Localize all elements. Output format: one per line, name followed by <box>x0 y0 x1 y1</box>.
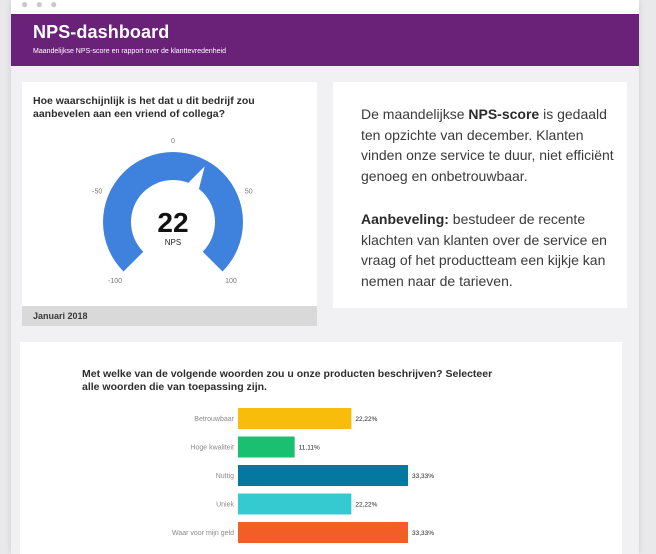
bar-value-label: 33,33% <box>412 473 434 480</box>
dashboard-page: ● ● ● NPS-dashboard Maandelijkse NPS-sco… <box>11 0 639 554</box>
bar <box>238 465 408 486</box>
page-title: NPS-dashboard <box>33 22 170 42</box>
bar-value-label: 33,33% <box>412 530 434 537</box>
gauge-tick-label: -50 <box>92 189 102 196</box>
bar-category-label: Nuttig <box>216 473 234 480</box>
gauge-unit-label: NPS <box>165 238 181 247</box>
gauge-arc <box>103 152 243 272</box>
nps-gauge-card: Hoe waarschijnlijk is het dat u dit bedr… <box>22 82 317 326</box>
recommendation-text: bestudeer de recente klachten van klante… <box>361 211 607 289</box>
dashboard-header: NPS-dashboard Maandelijkse NPS-score en … <box>11 14 639 66</box>
bar <box>238 522 408 543</box>
bar <box>238 436 295 458</box>
bar-category-label: Betrouwbaar <box>194 416 234 423</box>
gauge-tick-label: 100 <box>225 278 237 285</box>
gauge-value: 22 <box>157 207 188 238</box>
summary-text-pre: De maandelijkse <box>361 106 469 122</box>
window-dots-icon: ● ● ● <box>21 0 60 11</box>
bar <box>238 408 352 429</box>
recommendation-paragraph: Aanbeveling: bestudeer de recente klacht… <box>361 209 619 291</box>
bar-category-label: Waar voor mijn geld <box>172 530 234 537</box>
gauge-tick-label: 0 <box>171 138 175 145</box>
bar-category-label: Hoge kwaliteit <box>190 445 234 452</box>
summary-card: De maandelijkse NPS-score is gedaald ten… <box>333 82 627 308</box>
gauge-tick-label: -100 <box>108 278 122 285</box>
word-choice-bar-chart: Betrouwbaar 22,22% Hoge kwaliteit 11,11% Nut… <box>172 408 434 543</box>
gauge-tick-label: 50 <box>245 189 253 196</box>
bar-value-label: 22,22% <box>355 416 377 423</box>
page-subtitle: Maandelijkse NPS-score en rapport over d… <box>33 48 226 55</box>
gauge-pointer <box>187 166 205 191</box>
bar-category-label: Uniek <box>216 502 234 509</box>
summary-text-post: is gedaald ten opzichte van december. Kl… <box>361 106 614 184</box>
word-choice-card: Met welke van de volgende woorden zou u … <box>20 342 622 554</box>
bar-question: Met welke van de volgende woorden zou u … <box>82 368 493 393</box>
gauge-footer: Januari 2018 <box>22 306 317 326</box>
bar-value-label: 22,22% <box>355 502 377 509</box>
bar <box>238 493 352 515</box>
gauge-period-label: Januari 2018 <box>33 311 88 321</box>
recommendation-label: Aanbeveling: <box>361 211 449 227</box>
summary-paragraph: De maandelijkse NPS-score is gedaald ten… <box>361 104 619 186</box>
summary-keyword: NPS-score <box>468 106 540 122</box>
bar-value-label: 11,11% <box>299 445 320 452</box>
top-strip: ● ● ● <box>11 0 639 14</box>
gauge-question: Hoe waarschijnlijk is het dat u dit bedr… <box>33 95 255 120</box>
